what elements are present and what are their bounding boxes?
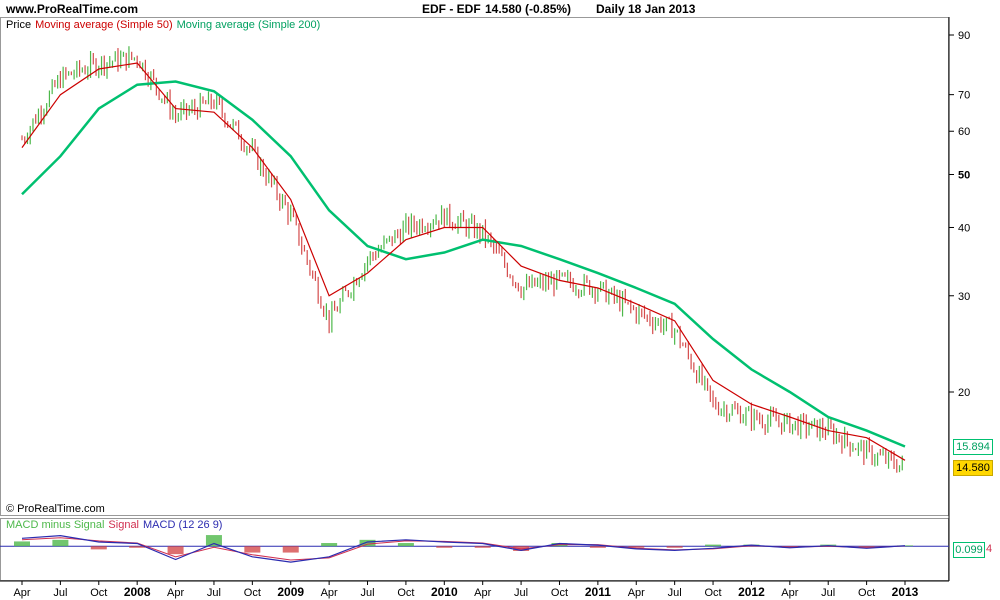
y-tick-label: 50 bbox=[958, 170, 970, 182]
macd-hist-bar bbox=[90, 546, 107, 550]
legend-signal: Signal bbox=[108, 519, 139, 531]
legend-price: Price bbox=[6, 19, 32, 31]
macd-hist-bar bbox=[205, 535, 222, 547]
macd-hist-bar bbox=[436, 546, 453, 548]
x-tick-label: Jul bbox=[821, 587, 835, 599]
legend-ma200: Moving average (Simple 200) bbox=[176, 19, 321, 31]
x-tick-label: Oct bbox=[704, 587, 721, 599]
legend-macd: MACD (12 26 9) bbox=[143, 519, 223, 531]
x-tick-label: Apr bbox=[321, 587, 338, 599]
x-tick-label: Jul bbox=[53, 587, 67, 599]
x-tick-label: Jul bbox=[360, 587, 374, 599]
macd-hist-bar bbox=[628, 546, 645, 548]
period-label: Daily bbox=[596, 2, 625, 16]
x-tick-label: 2008 bbox=[124, 585, 151, 599]
x-tick-label: 2012 bbox=[738, 585, 765, 599]
macd-legend: MACD minus Signal Signal MACD (12 26 9) bbox=[6, 519, 226, 531]
macd-hist-bar bbox=[129, 546, 146, 548]
y-tick-label: 20 bbox=[958, 387, 970, 399]
macd-value-box: 0.099 bbox=[953, 542, 985, 558]
macd-hist-bar bbox=[397, 543, 414, 547]
y-tick-label: 30 bbox=[958, 291, 970, 303]
date-label: 18 Jan 2013 bbox=[628, 2, 696, 16]
macd-hist-bar bbox=[321, 543, 338, 547]
macd-hist-bar bbox=[705, 544, 722, 547]
site-title: www.ProRealTime.com bbox=[6, 2, 139, 16]
x-tick-label: 2011 bbox=[585, 585, 611, 599]
price-panel bbox=[0, 17, 949, 516]
x-tick-label: Oct bbox=[858, 587, 875, 599]
y-tick-label: 70 bbox=[958, 90, 970, 102]
x-tick-label: Oct bbox=[397, 587, 414, 599]
x-tick-label: Apr bbox=[167, 587, 184, 599]
x-tick-label: 2010 bbox=[431, 585, 458, 599]
ticker-label: EDF - EDF bbox=[422, 2, 481, 16]
copyright: © ProRealTime.com bbox=[6, 503, 105, 515]
legend-macd-hist: MACD minus Signal bbox=[6, 519, 105, 531]
x-tick-label: 2013 bbox=[892, 585, 919, 599]
x-tick-label: 2009 bbox=[277, 585, 304, 599]
macd-hist-bar bbox=[858, 546, 875, 548]
macd-hist-bar bbox=[359, 539, 376, 547]
x-tick-label: Apr bbox=[13, 587, 30, 599]
chart-legend: Price Moving average (Simple 50) Moving av… bbox=[6, 19, 324, 31]
y-tick-label: 90 bbox=[958, 30, 970, 42]
x-tick-label: Jul bbox=[207, 587, 221, 599]
x-tick-label: Jul bbox=[668, 587, 682, 599]
x-tick-label: Jul bbox=[514, 587, 528, 599]
last-price-box: 14.580 bbox=[953, 460, 993, 476]
macd-hist-bar bbox=[14, 541, 30, 547]
x-tick-label: Apr bbox=[474, 587, 491, 599]
x-tick-label: Oct bbox=[551, 587, 568, 599]
quote-label: 14.580 (-0.85%) bbox=[485, 2, 572, 16]
macd-hist-bar bbox=[282, 546, 299, 553]
ma50-line bbox=[21, 62, 906, 461]
macd-hist-bar bbox=[52, 539, 69, 547]
macd-line bbox=[21, 534, 906, 563]
macd-hist-bar bbox=[589, 546, 606, 548]
macd-hist-bar bbox=[474, 546, 491, 548]
x-tick-label: Apr bbox=[781, 587, 798, 599]
macd-hist-bar bbox=[666, 546, 683, 548]
macd-value-suffix: 4 bbox=[986, 543, 993, 555]
macd-hist-bar bbox=[167, 546, 184, 555]
y-tick-label: 40 bbox=[958, 222, 970, 234]
y-tick-label: 60 bbox=[958, 126, 970, 138]
macd-hist-bar bbox=[244, 546, 261, 553]
ma200-line bbox=[21, 80, 906, 448]
x-tick-label: Oct bbox=[90, 587, 107, 599]
x-tick-label: Oct bbox=[244, 587, 261, 599]
x-tick-label: Apr bbox=[628, 587, 645, 599]
ma200-price-box: 15.894 bbox=[953, 439, 993, 455]
legend-ma50: Moving average (Simple 50) bbox=[35, 19, 173, 31]
